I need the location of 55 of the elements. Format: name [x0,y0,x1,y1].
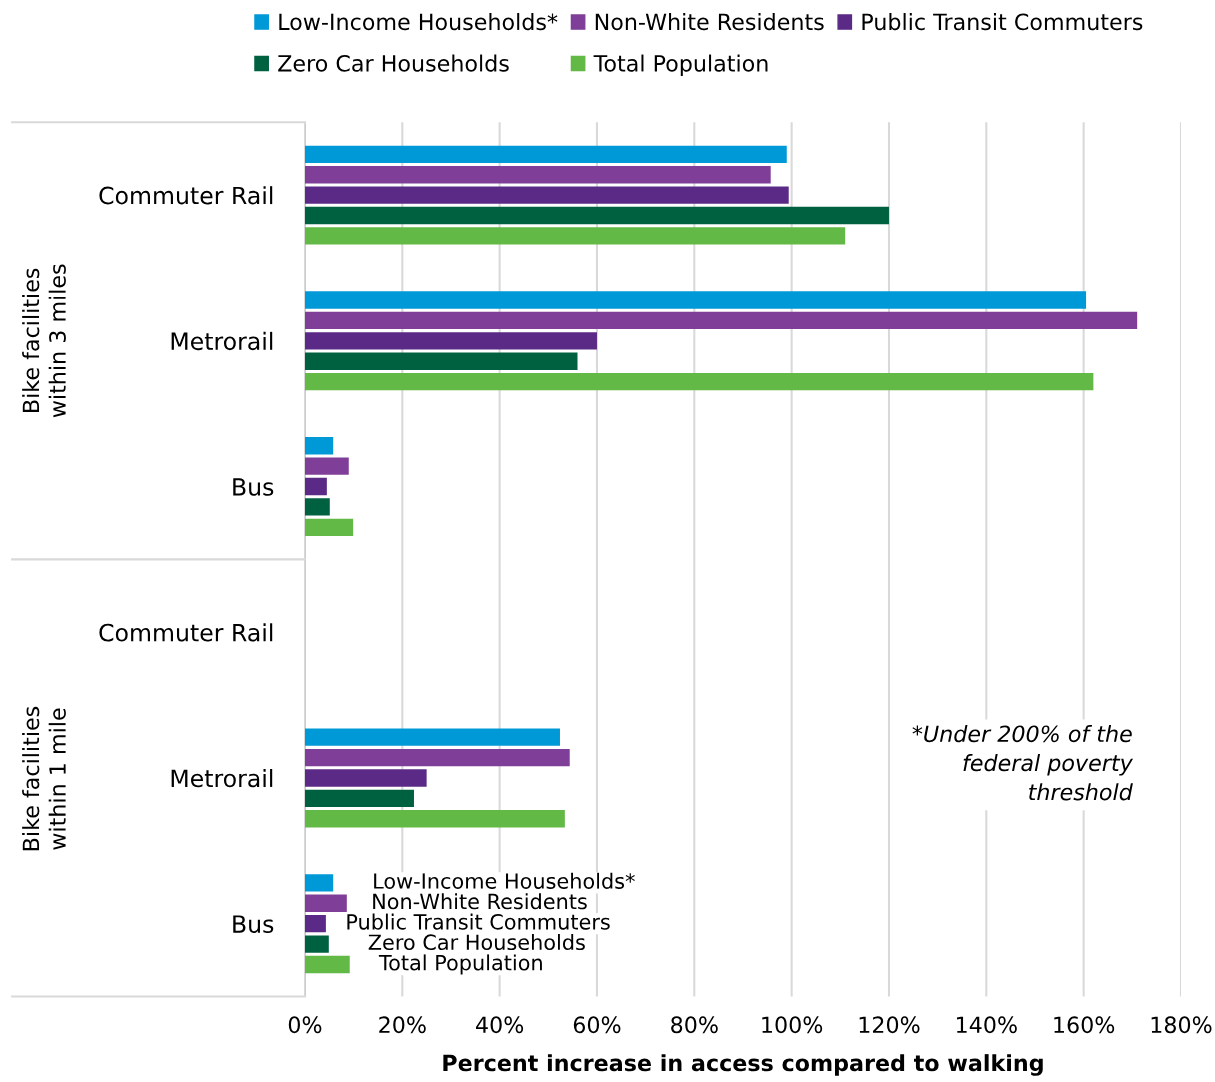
y-tick-label: Bus [233,915,274,933]
annotation: Low-Income Households* [374,872,635,889]
bar [304,769,427,787]
x-tick-label: 0% [288,1016,322,1034]
bar [304,311,1138,330]
text: Bike facilities within 1 mile [22,706,66,851]
x-tick-label: 60% [573,1016,621,1034]
bar [304,789,414,808]
text: Bike facilities within 3 miles [22,264,66,418]
x-tick-label: 80% [671,1016,718,1034]
bar [304,372,1094,391]
bar [304,227,846,245]
annotation: Public Transit Commuters [347,913,610,930]
annotation: Total Population [378,954,542,975]
bar [304,437,334,455]
bar [304,894,347,912]
bar [304,166,771,184]
x-tick-label: 40% [476,1016,524,1034]
legend-label: Non-White Residents [595,13,824,31]
y-tick-label: Metrorail [171,331,273,351]
bar [304,332,597,350]
legend-label: Public Transit Commuters [862,13,1143,31]
bar [304,291,1087,309]
legend-label: Total Population [593,54,768,77]
bar [304,748,570,767]
x-tick-label: 120% [859,1016,920,1034]
bar [304,145,787,163]
bar [304,186,789,204]
bar [304,352,578,370]
bar [304,874,334,892]
x-tick-label: 180% [1151,1016,1212,1034]
bar [304,935,329,953]
bar [304,457,349,475]
y-tick-label: Metrorail [171,768,273,788]
bar [304,810,565,828]
x-axis-title: Percent increase in access compared to walking [443,1054,1043,1076]
annotation: Zero Car Households [368,933,585,951]
bar [304,206,889,225]
bar [304,477,327,496]
y-tick-label: Bus [233,478,274,496]
bar [304,518,354,537]
bar [304,728,560,746]
x-tick-label: 140% [956,1016,1017,1034]
bar [304,498,330,516]
x-tick-label: 20% [379,1016,426,1034]
x-tick-label: 100% [762,1016,823,1034]
legend-label: Low-Income Households* [279,13,558,31]
bar [304,915,326,933]
x-tick-label: 160% [1054,1016,1115,1034]
legend-label: Zero Car Households [278,54,509,72]
y-tick-label: Commuter Rail [99,623,273,642]
y-tick-label: Commuter Rail [99,186,273,205]
annotation: *Under 200% of the federal poverty threshold [912,724,1134,801]
bar [304,955,350,974]
annotation: Non-White Residents [373,893,587,910]
